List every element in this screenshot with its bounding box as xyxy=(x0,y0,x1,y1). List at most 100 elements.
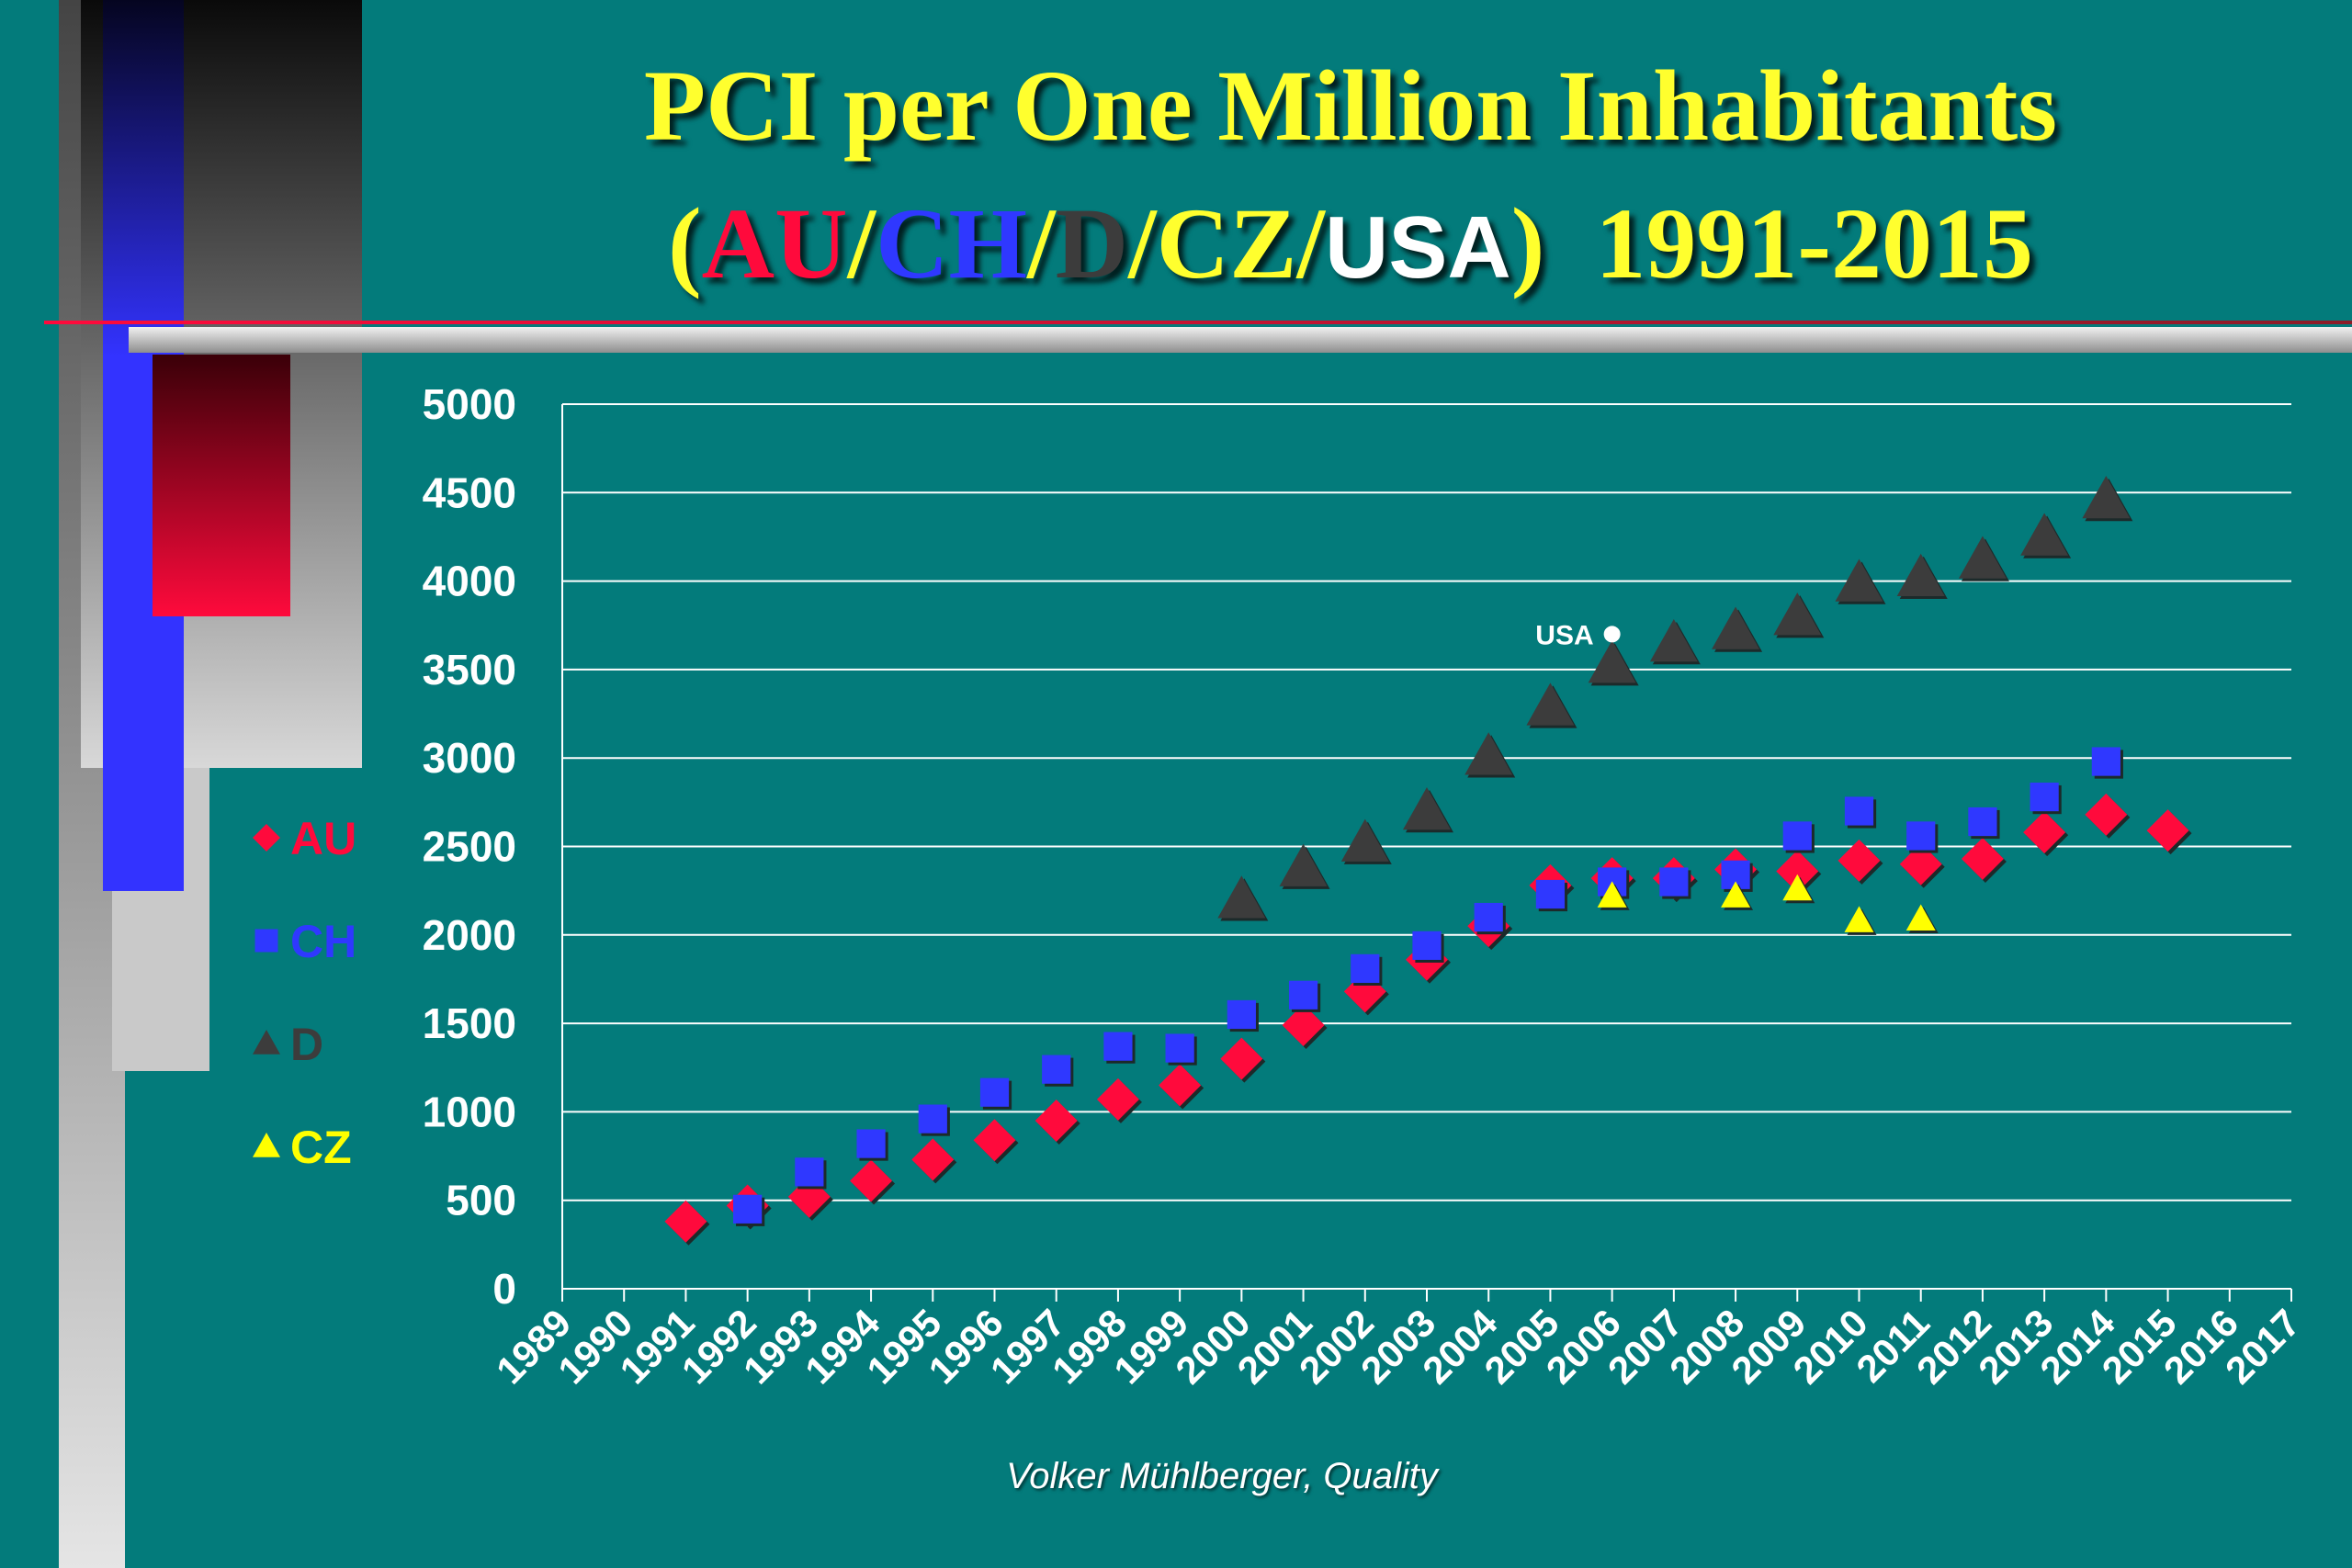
data-point-diamond xyxy=(2023,811,2066,854)
data-point-triangle xyxy=(1721,881,1751,908)
title-au: AU xyxy=(701,187,848,299)
data-point-square xyxy=(1042,1055,1071,1084)
legend-item-cz: CZ xyxy=(253,1122,352,1173)
data-point-diamond xyxy=(973,1119,1016,1162)
legend-item-ch: CH xyxy=(254,916,356,967)
data-point-square xyxy=(1165,1033,1194,1063)
title-line-1: PCI per One Million Inhabitants xyxy=(643,50,2058,162)
grid-layer xyxy=(562,403,2291,1201)
axis-layer: 0 500 1000 1500 2000 2500 3000 3500 4000 4500 5000… xyxy=(423,380,2309,1392)
data-point-diamond xyxy=(1838,839,1881,882)
data-point-diamond xyxy=(1096,1077,1139,1121)
series-cz xyxy=(1597,874,1939,935)
data-point-square xyxy=(979,1077,1010,1107)
series-ch xyxy=(733,747,2123,1226)
title-ch: CH xyxy=(876,187,1028,299)
data-point-square xyxy=(254,929,278,953)
data-point-triangle xyxy=(1782,874,1813,901)
data-point-triangle xyxy=(1340,818,1389,862)
data-point-square xyxy=(1474,902,1503,932)
data-point-diamond xyxy=(1220,1037,1263,1080)
deco-gray-rule xyxy=(129,327,2352,353)
data-point-diamond xyxy=(1899,842,1942,886)
data-point-diamond xyxy=(1035,1100,1078,1143)
title-sep-1: / xyxy=(847,187,876,299)
data-point-triangle xyxy=(1403,786,1451,830)
data-point-square xyxy=(1227,999,1256,1030)
legend-label-ch: CH xyxy=(290,916,356,967)
data-point-square xyxy=(1906,821,1936,851)
data-point-diamond xyxy=(1961,837,2004,880)
data-point-diamond xyxy=(2146,809,2189,852)
title-cz: CZ xyxy=(1156,187,1297,299)
data-point-triangle xyxy=(1597,881,1627,908)
y-tick-label: 3000 xyxy=(423,734,516,782)
data-point-square xyxy=(2030,782,2059,812)
y-tick-label: 2500 xyxy=(423,823,516,871)
usa-label: USA xyxy=(1535,620,1593,650)
data-point-diamond xyxy=(850,1159,893,1202)
data-point-triangle xyxy=(1958,536,2007,579)
y-tick-label: 3500 xyxy=(423,646,516,694)
data-point-triangle xyxy=(253,1133,280,1157)
y-tick-label: 4000 xyxy=(423,558,516,605)
data-point-square xyxy=(1968,807,1997,837)
title-d: D xyxy=(1055,187,1129,299)
credit-text: Volker Mühlberger, Quality xyxy=(1006,1456,1438,1496)
data-point-triangle xyxy=(1279,843,1328,886)
deco-red-line xyxy=(44,321,2352,324)
legend-item-d: D xyxy=(253,1019,323,1070)
data-point-square xyxy=(1659,867,1689,897)
series-d xyxy=(1217,476,2133,921)
data-point-diamond xyxy=(1776,850,1819,893)
data-point-circle xyxy=(1603,626,1621,643)
legend-label-d: D xyxy=(290,1019,323,1070)
title-years: 1991-2015 xyxy=(1595,187,2033,299)
data-point-triangle xyxy=(1905,904,1936,931)
title-paren-close: ) xyxy=(1510,187,1545,299)
data-point-triangle xyxy=(1464,732,1513,775)
legend-item-au: AU xyxy=(253,813,356,864)
data-point-square xyxy=(1844,796,1874,826)
title-sep-4: / xyxy=(1296,187,1326,299)
data-point-triangle xyxy=(1844,906,1874,932)
data-point-triangle xyxy=(2020,513,2069,556)
title-sep-2: / xyxy=(1027,187,1056,299)
y-tick-label: 0 xyxy=(492,1265,516,1313)
data-point-triangle xyxy=(2082,476,2131,519)
data-point-diamond xyxy=(1159,1064,1202,1107)
data-point-square xyxy=(856,1129,886,1158)
data-point-triangle xyxy=(1773,592,1822,636)
series-au xyxy=(664,793,2192,1246)
title-sep-3: / xyxy=(1128,187,1157,299)
data-point-square xyxy=(1351,953,1380,983)
chart-title: PCI per One Million Inhabitants (AU/CH/D… xyxy=(386,37,2315,317)
y-tick-label: 5000 xyxy=(423,380,516,428)
data-point-triangle xyxy=(1896,553,1945,597)
data-point-triangle xyxy=(1217,875,1266,919)
data-point-square xyxy=(733,1194,763,1224)
legend-label-cz: CZ xyxy=(290,1122,352,1173)
y-tick-label: 4500 xyxy=(423,468,516,516)
y-tick-label: 1000 xyxy=(423,1088,516,1135)
data-point-triangle xyxy=(1712,606,1760,649)
data-point-diamond xyxy=(2085,793,2128,836)
y-tick-label: 2000 xyxy=(423,911,516,959)
data-point-triangle xyxy=(1588,640,1636,683)
data-point-square xyxy=(918,1104,947,1134)
data-point-square xyxy=(1288,980,1318,1010)
data-point-square xyxy=(1412,931,1442,960)
data-point-triangle xyxy=(253,1030,280,1055)
data-point-triangle xyxy=(1835,558,1883,602)
data-point-square xyxy=(2091,747,2120,776)
data-point-square xyxy=(1782,821,1812,851)
data-point-square xyxy=(1103,1032,1133,1061)
legend-label-au: AU xyxy=(290,813,356,864)
y-tick-label: 1500 xyxy=(423,999,516,1047)
data-point-triangle xyxy=(1526,682,1575,726)
data-point-square xyxy=(795,1157,824,1187)
data-point-diamond xyxy=(664,1200,707,1243)
data-point-square xyxy=(1535,879,1566,909)
y-tick-label: 500 xyxy=(446,1177,516,1224)
data-point-diamond xyxy=(911,1138,955,1181)
